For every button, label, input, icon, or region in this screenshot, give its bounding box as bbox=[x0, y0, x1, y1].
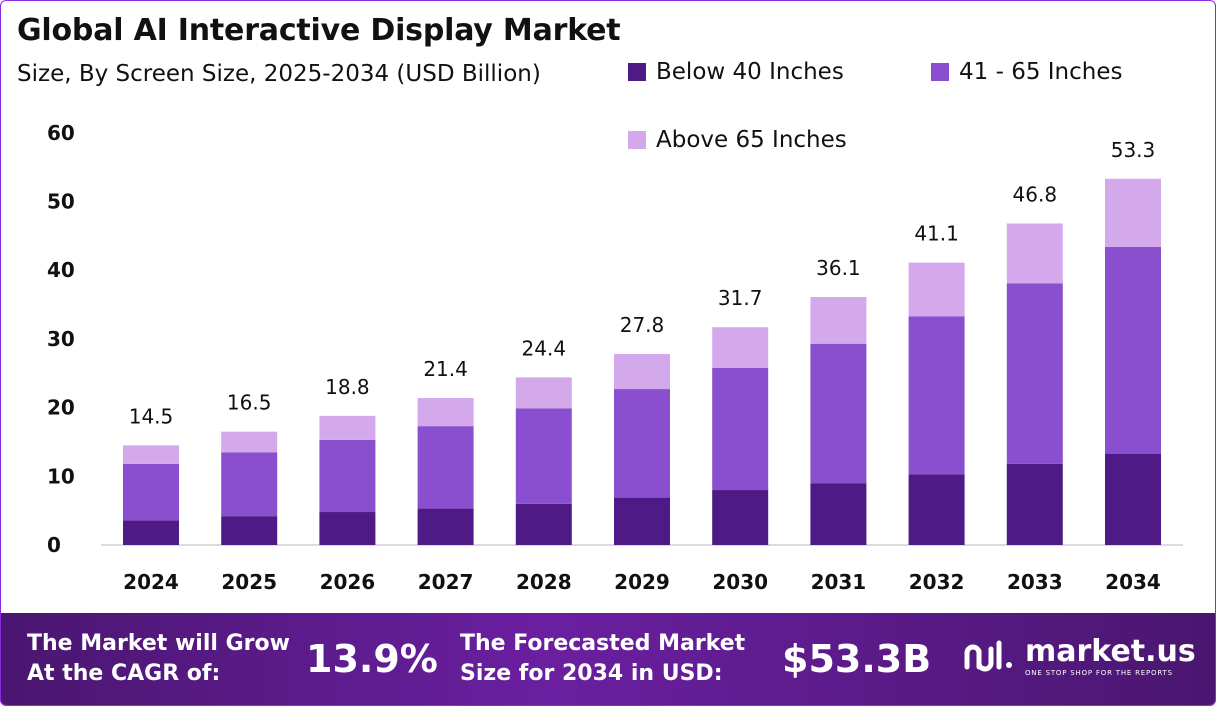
x-tick-label: 2026 bbox=[320, 570, 376, 594]
y-tick-label: 0 bbox=[47, 533, 61, 557]
forecast-label: The Forecasted Market Size for 2034 in U… bbox=[460, 631, 746, 686]
market-us-logo-icon bbox=[964, 640, 1012, 672]
bar-segment-above-65 bbox=[319, 415, 376, 440]
x-tick-label: 2033 bbox=[1007, 570, 1063, 594]
bar-segment-above-65 bbox=[515, 377, 572, 409]
market-us-logo: market.us ONE STOP SHOP FOR THE REPORTS bbox=[963, 637, 1196, 677]
brand-tagline: ONE STOP SHOP FOR THE REPORTS bbox=[1025, 669, 1173, 677]
x-tick-label: 2032 bbox=[909, 570, 965, 594]
bar-segment-above-65 bbox=[417, 397, 474, 427]
bar-total-label: 46.8 bbox=[1013, 182, 1058, 206]
legend-swatch-above-65 bbox=[628, 131, 646, 149]
bar-segment-above-65 bbox=[221, 431, 278, 453]
bar-segment-41-65 bbox=[515, 408, 572, 504]
bar-total-label: 21.4 bbox=[423, 357, 468, 381]
bar-segment-41-65 bbox=[614, 389, 670, 498]
x-tick-label: 2030 bbox=[712, 570, 768, 594]
bar-segment-below-40 bbox=[1105, 453, 1161, 545]
bar-segment-41-65 bbox=[712, 367, 769, 491]
bar-segment-above-65 bbox=[908, 262, 965, 317]
bar-segment-41-65 bbox=[1006, 283, 1063, 464]
bar-segment-below-40 bbox=[515, 503, 572, 545]
bar-segment-above-65 bbox=[1006, 223, 1063, 284]
chart-subtitle: Size, By Screen Size, 2025-2034 (USD Bil… bbox=[17, 61, 541, 87]
bar-total-label: 16.5 bbox=[227, 391, 272, 415]
bar-chart: 010203040506014.5202416.5202518.8202621.… bbox=[47, 121, 1183, 594]
x-tick-label: 2029 bbox=[614, 570, 670, 594]
legend-item-below-40: Below 40 Inches bbox=[628, 59, 844, 85]
bar-total-label: 36.1 bbox=[816, 256, 861, 280]
bar-segment-above-65 bbox=[123, 445, 179, 464]
bar-segment-above-65 bbox=[1105, 178, 1161, 247]
bar-total-label: 18.8 bbox=[325, 375, 370, 399]
bar-segment-below-40 bbox=[908, 474, 965, 545]
y-tick-label: 30 bbox=[47, 327, 75, 351]
cagr-value: 13.9% bbox=[306, 637, 438, 681]
bar-total-label: 24.4 bbox=[522, 336, 567, 360]
x-tick-label: 2031 bbox=[811, 570, 867, 594]
legend-swatch-below-40 bbox=[628, 63, 646, 81]
x-tick-label: 2027 bbox=[418, 570, 474, 594]
x-tick-label: 2025 bbox=[221, 570, 277, 594]
bar-segment-below-40 bbox=[319, 512, 376, 545]
legend-label-41-65: 41 - 65 Inches bbox=[959, 59, 1123, 85]
bar-total-label: 53.3 bbox=[1111, 138, 1156, 162]
bar-segment-41-65 bbox=[908, 316, 965, 475]
bar-segment-below-40 bbox=[810, 483, 867, 545]
cagr-label: The Market will Grow At the CAGR of: bbox=[27, 631, 290, 686]
footer-banner: The Market will Grow At the CAGR of: 13.… bbox=[1, 613, 1215, 705]
legend-swatch-41-65 bbox=[931, 63, 949, 81]
bar-segment-41-65 bbox=[123, 463, 179, 521]
forecast-value: $53.3B bbox=[782, 637, 932, 681]
legend-label-below-40: Below 40 Inches bbox=[656, 59, 844, 85]
bar-segment-below-40 bbox=[712, 490, 769, 545]
bar-segment-below-40 bbox=[221, 516, 278, 545]
bar-total-label: 14.5 bbox=[129, 404, 174, 428]
y-tick-label: 60 bbox=[47, 121, 75, 145]
bar-segment-41-65 bbox=[221, 452, 278, 517]
legend-item-41-65: 41 - 65 Inches bbox=[931, 59, 1122, 85]
bar-segment-above-65 bbox=[712, 327, 769, 368]
legend-item-above-65: Above 65 Inches bbox=[628, 127, 847, 153]
y-tick-label: 50 bbox=[47, 190, 75, 214]
y-tick-label: 40 bbox=[47, 258, 75, 282]
bar-total-label: 41.1 bbox=[914, 222, 959, 246]
x-tick-label: 2034 bbox=[1105, 570, 1161, 594]
bar-segment-above-65 bbox=[810, 296, 867, 344]
bar-segment-below-40 bbox=[614, 497, 670, 545]
bar-segment-below-40 bbox=[1006, 463, 1063, 545]
legend-label-above-65: Above 65 Inches bbox=[656, 127, 847, 153]
chart-title: Global AI Interactive Display Market bbox=[17, 13, 621, 48]
y-tick-label: 10 bbox=[47, 464, 75, 488]
x-tick-label: 2024 bbox=[123, 570, 179, 594]
bar-segment-41-65 bbox=[1105, 246, 1161, 454]
bar-total-label: 31.7 bbox=[718, 286, 763, 310]
bar-segment-41-65 bbox=[810, 343, 867, 484]
brand-name: market.us bbox=[1025, 634, 1196, 669]
x-tick-label: 2028 bbox=[516, 570, 572, 594]
bar-segment-above-65 bbox=[614, 354, 670, 390]
bar-segment-41-65 bbox=[319, 439, 376, 513]
bar-segment-41-65 bbox=[417, 426, 474, 509]
y-tick-label: 20 bbox=[47, 396, 75, 420]
bar-segment-below-40 bbox=[123, 520, 179, 545]
bar-segment-below-40 bbox=[417, 508, 474, 545]
bar-total-label: 27.8 bbox=[620, 313, 665, 337]
